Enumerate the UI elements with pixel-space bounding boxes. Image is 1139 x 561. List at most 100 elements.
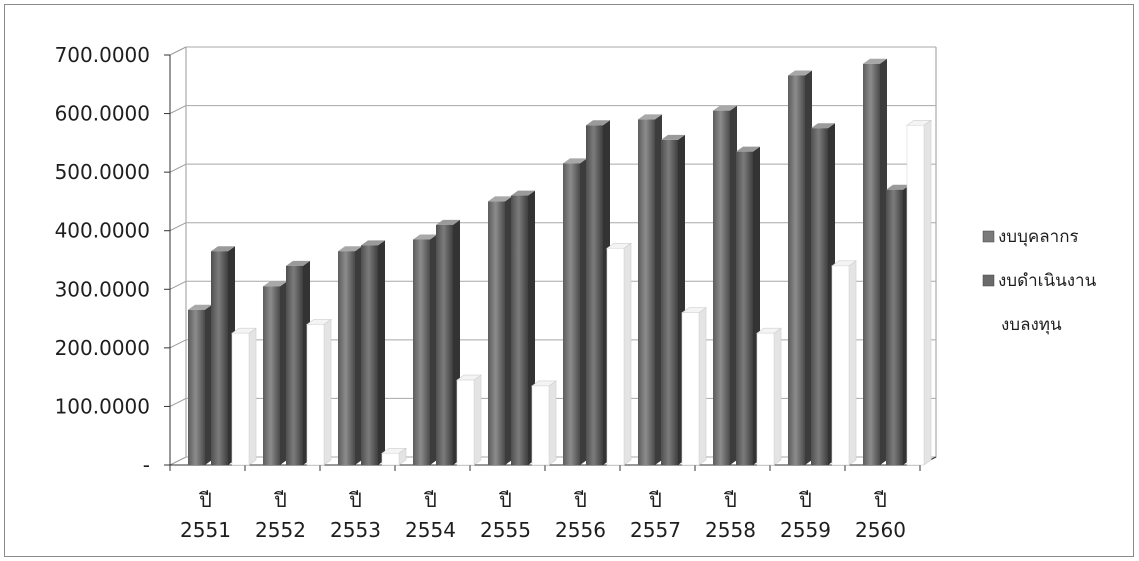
bars: [188, 58, 932, 466]
y-tick-label: 500.0000: [55, 160, 150, 184]
bar: [788, 70, 812, 465]
bar-front-face: [788, 75, 805, 465]
gridline-side: [169, 456, 187, 466]
bar: [661, 134, 685, 465]
bar-side-face: [580, 158, 587, 465]
bar-front-face: [511, 195, 528, 466]
bar-side-face: [698, 307, 707, 466]
y-tick-label: 100.0000: [55, 394, 150, 418]
bar-side-face: [323, 318, 332, 466]
x-tick-label: 2552: [255, 518, 306, 542]
bar-side-face: [848, 260, 857, 466]
bar-top-face: [788, 70, 812, 76]
bar: [563, 158, 587, 465]
bar-front-face: [638, 119, 655, 465]
bar-side-face: [923, 119, 932, 466]
bar: [306, 318, 332, 466]
x-tick-label: 2560: [855, 518, 906, 542]
bar: [488, 196, 512, 465]
gridline-side: [169, 105, 187, 115]
bar-side-face: [378, 240, 385, 465]
bar-front-face: [381, 452, 400, 466]
bar-front-face: [413, 239, 430, 465]
bar-top-face: [563, 158, 587, 164]
bar-front-face: [531, 385, 550, 466]
bar-front-face: [661, 139, 678, 465]
bar-side-face: [805, 70, 812, 465]
x-tick-label-prefix: ปี: [574, 488, 587, 512]
bar: [638, 114, 662, 465]
y-tick-label: 200.0000: [55, 336, 150, 360]
x-tick-label-prefix: ปี: [274, 488, 287, 512]
bar: [263, 281, 287, 465]
legend-label: งบบุคลากร: [998, 227, 1079, 247]
bar: [713, 105, 737, 466]
bar-side-face: [248, 327, 257, 466]
bar-front-face: [563, 163, 580, 465]
x-tick-label-prefix: ปี: [724, 488, 737, 512]
bar-front-face: [263, 286, 280, 465]
legend-label: งบดำเนินงาน: [998, 271, 1097, 291]
bar-front-face: [436, 224, 453, 465]
bar: [681, 307, 707, 466]
bar-top-face: [713, 105, 737, 111]
bar-top-face: [886, 184, 910, 190]
bar: [886, 184, 910, 465]
bar: [831, 260, 857, 466]
gridline-side: [169, 339, 187, 349]
bar: [756, 327, 782, 466]
bar: [456, 374, 482, 466]
bar-top-face: [638, 114, 662, 120]
bar-front-face: [361, 245, 378, 465]
bar: [531, 380, 557, 466]
x-tick-label: 2558: [705, 518, 756, 542]
y-tick-label: 600.0000: [55, 102, 150, 126]
bar: [413, 234, 437, 465]
x-tick-label-prefix: ปี: [874, 488, 887, 512]
bar-front-face: [811, 128, 828, 465]
x-tick-label-prefix: ปี: [349, 488, 362, 512]
bar-side-face: [730, 105, 737, 466]
bar: [736, 146, 760, 465]
bar-front-face: [231, 332, 250, 466]
bar: [381, 447, 407, 466]
legend-label: งบลงทุน: [1001, 315, 1062, 335]
x-tick-label: 2557: [630, 518, 681, 542]
gridline-side: [169, 222, 187, 232]
bar-side-face: [430, 234, 437, 465]
y-tick-label: 300.0000: [55, 277, 150, 301]
bar-top-face: [511, 190, 535, 196]
bar: [361, 240, 385, 465]
bar-top-face: [436, 219, 460, 225]
bar-top-face: [413, 234, 437, 240]
bar-front-face: [863, 63, 880, 466]
bar: [606, 242, 632, 466]
x-tick-label: 2556: [555, 518, 606, 542]
x-tick-label-prefix: ปี: [649, 488, 662, 512]
bar-top-face: [188, 304, 212, 310]
gridline-side: [169, 397, 187, 407]
bar-top-face: [661, 134, 685, 140]
bar-side-face: [355, 246, 362, 465]
bar-front-face: [886, 189, 903, 465]
bar-top-face: [361, 240, 385, 246]
bar: [906, 119, 932, 466]
bar: [811, 123, 835, 465]
bar-front-face: [306, 324, 325, 466]
legend-swatch: [982, 274, 995, 287]
bar-side-face: [205, 304, 212, 465]
x-tick-label: 2551: [180, 518, 231, 542]
gridline-side: [169, 163, 187, 173]
bar-top-face: [488, 196, 512, 202]
bar: [863, 58, 887, 466]
bar-side-face: [473, 374, 482, 466]
x-tick-label: 2559: [780, 518, 831, 542]
bar-top-face: [263, 281, 287, 287]
y-tick-label: 400.0000: [55, 219, 150, 243]
x-tick-labels: ปี 2551 ปี 2552 ปี 2553 ปี 2554 ปี 2555 ปี 2556 ปี 25…: [180, 488, 906, 542]
bar-top-face: [211, 246, 235, 252]
x-tick-label-prefix: ปี: [424, 488, 437, 512]
bar: [231, 327, 257, 466]
